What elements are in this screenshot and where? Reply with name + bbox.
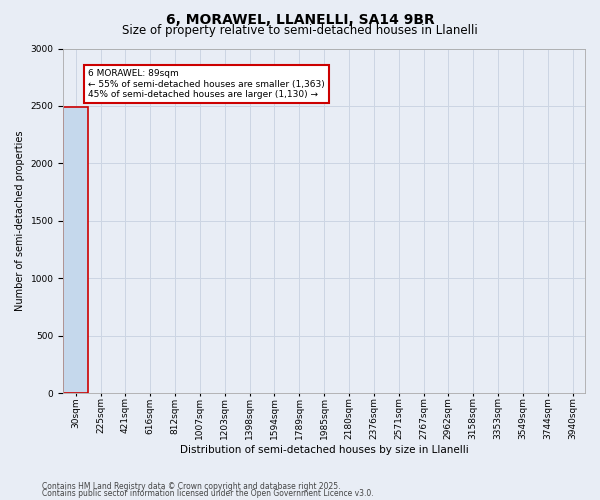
Text: 6, MORAWEL, LLANELLI, SA14 9BR: 6, MORAWEL, LLANELLI, SA14 9BR: [166, 12, 434, 26]
Text: 6 MORAWEL: 89sqm
← 55% of semi-detached houses are smaller (1,363)
45% of semi-d: 6 MORAWEL: 89sqm ← 55% of semi-detached …: [88, 69, 325, 99]
X-axis label: Distribution of semi-detached houses by size in Llanelli: Distribution of semi-detached houses by …: [180, 445, 469, 455]
Y-axis label: Number of semi-detached properties: Number of semi-detached properties: [15, 130, 25, 311]
Text: Size of property relative to semi-detached houses in Llanelli: Size of property relative to semi-detach…: [122, 24, 478, 37]
Bar: [63, 106, 88, 393]
Text: Contains public sector information licensed under the Open Government Licence v3: Contains public sector information licen…: [42, 490, 374, 498]
Text: Contains HM Land Registry data © Crown copyright and database right 2025.: Contains HM Land Registry data © Crown c…: [42, 482, 341, 491]
